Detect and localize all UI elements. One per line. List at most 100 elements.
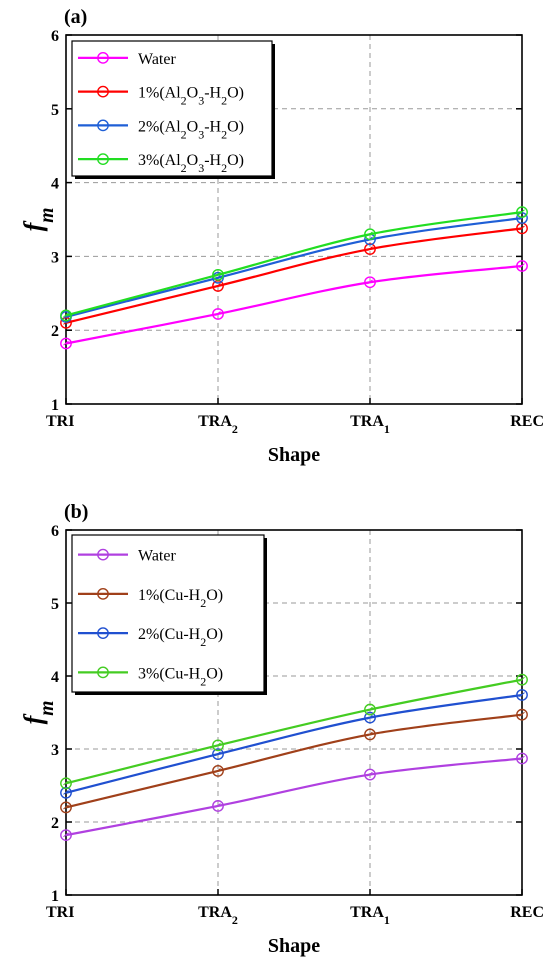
x-tick-label: REC [510, 413, 544, 430]
x-tick-label: TRI [46, 413, 74, 430]
x-tick-label: TRA2 [198, 413, 238, 436]
y-tick-label: 6 [51, 28, 59, 45]
data-point [60, 786, 72, 799]
x-tick-label: TRA2 [198, 904, 238, 927]
data-point-mark [367, 231, 373, 237]
legend-entry-label: Water [138, 548, 176, 565]
legend-entry-label: 1%(Cu-H2O) [138, 587, 223, 610]
data-point-mark [519, 676, 525, 682]
legend-entry-label: 1%(Al2O3-H2O) [138, 85, 244, 108]
legend-swatch-marker [97, 627, 109, 640]
data-point-mark [519, 755, 525, 761]
legend-entry-label: 3%(Al2O3-H2O) [138, 152, 244, 175]
data-point [60, 316, 72, 329]
data-point [364, 728, 376, 741]
y-tick-label: 4 [51, 669, 59, 686]
data-point-mark [215, 768, 221, 773]
data-point [60, 777, 72, 790]
legend-entry-label: 2%(Al2O3-H2O) [138, 118, 244, 141]
data-point-mark [215, 272, 221, 277]
data-point-mark [215, 751, 221, 757]
plot-frame [65, 529, 523, 896]
data-point [212, 800, 224, 812]
y-tick-label: 1 [51, 888, 59, 905]
panel-label: (a) [64, 6, 87, 28]
data-point [516, 206, 528, 219]
series-line [65, 713, 523, 809]
x-tick-label: TRA1 [350, 904, 390, 927]
data-point [212, 308, 224, 320]
data-point-mark [215, 311, 221, 316]
series-2 [60, 212, 528, 323]
data-point [516, 260, 528, 272]
legend-box [71, 40, 273, 177]
legend: Water 1%(Al2O3-H2O) 2%(Al2O3-H2O) 3%(Al2O3-… [71, 40, 275, 179]
y-tick-label: 5 [51, 596, 59, 613]
data-point [364, 703, 376, 716]
y-axis-title: fm [19, 701, 58, 725]
series-1 [60, 222, 528, 329]
data-point [212, 268, 224, 281]
legend-entry-label: 3%(Cu-H2O) [138, 665, 223, 688]
series-3 [60, 673, 528, 790]
y-tick-label: 2 [51, 815, 59, 832]
data-point [60, 801, 72, 814]
data-point-mark [367, 771, 373, 777]
data-point [364, 276, 376, 289]
panel-label: (b) [64, 501, 88, 523]
data-point-mark [215, 803, 221, 808]
legend: Water 1%(Cu-H2O) 2%(Cu-H2O) 3%(Cu-H2O) [71, 534, 267, 695]
data-point [516, 673, 528, 686]
data-point-mark [519, 209, 525, 215]
series-line [65, 227, 523, 324]
x-tick-label: TRA1 [350, 413, 390, 436]
data-point [212, 271, 224, 284]
chart-panel-a: 1 2 3 4 5 6 TRI TRA2 TRA1 REC Shape fm (a) Water 1%(Al… [19, 6, 544, 466]
series-2 [60, 689, 528, 799]
series-line [65, 693, 523, 794]
legend-swatch-marker [97, 548, 109, 561]
data-point-mark [519, 225, 525, 231]
legend-swatch-marker [97, 153, 109, 166]
data-point-mark [519, 692, 525, 697]
series-line [65, 211, 523, 317]
legend-swatch-marker [97, 587, 109, 600]
data-point [364, 243, 376, 255]
x-axis-title: Shape [268, 444, 320, 466]
data-point-mark [215, 283, 221, 288]
y-tick-label: 6 [51, 523, 59, 540]
data-point-mark [367, 246, 373, 252]
data-point [60, 337, 72, 350]
series-0 [60, 752, 528, 842]
data-point-mark [63, 340, 69, 346]
data-point [516, 708, 528, 721]
legend-swatch-marker [97, 51, 109, 64]
data-point-mark [63, 790, 69, 795]
data-point-mark [63, 780, 69, 786]
data-point-mark [215, 742, 221, 748]
data-point [364, 711, 376, 724]
series-0 [60, 260, 528, 350]
data-point [364, 228, 376, 241]
data-point [212, 748, 224, 761]
y-tick-label: 4 [51, 176, 59, 193]
legend-swatch-marker [97, 666, 109, 679]
legend-entry-label: Water [138, 51, 176, 68]
data-point-mark [367, 731, 373, 737]
y-tick-label: 3 [51, 742, 59, 759]
data-point-mark [63, 832, 69, 838]
x-tick-label: TRI [46, 904, 74, 921]
y-tick-label: 3 [51, 249, 59, 266]
data-point-mark [519, 263, 525, 268]
data-point [364, 768, 376, 781]
legend-box [71, 534, 265, 693]
x-tick-label: REC [510, 904, 544, 921]
data-point [212, 765, 224, 777]
series-3 [60, 206, 528, 322]
legend-swatch-marker [97, 85, 109, 98]
data-point-mark [63, 312, 69, 318]
chart-panel-b: 1 2 3 4 5 6 TRI TRA2 TRA1 REC Shape fm (b) Water 1%(Cu… [19, 501, 544, 957]
y-tick-label: 5 [51, 102, 59, 119]
series-line [65, 216, 523, 318]
